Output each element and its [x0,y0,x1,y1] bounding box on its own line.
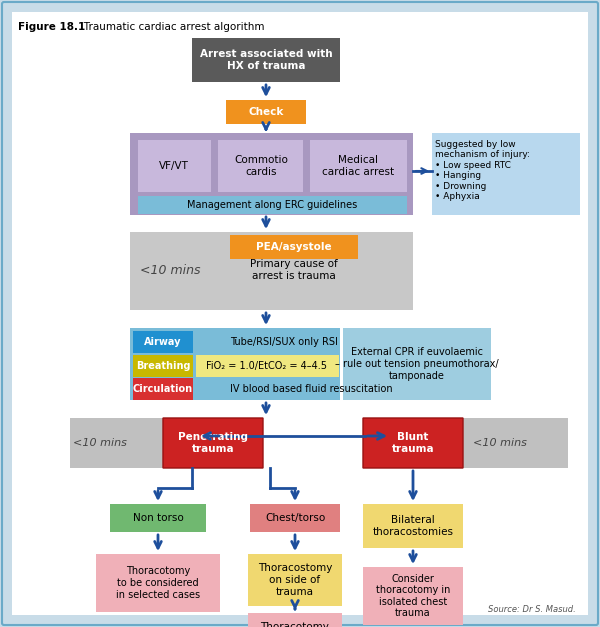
Text: Medical
cardiac arrest: Medical cardiac arrest [322,155,394,177]
Text: Primary cause of
arrest is trauma: Primary cause of arrest is trauma [250,259,338,281]
FancyBboxPatch shape [343,328,491,400]
FancyBboxPatch shape [133,355,193,377]
Text: Non torso: Non torso [133,513,184,523]
FancyBboxPatch shape [96,554,220,612]
Text: <10 mins: <10 mins [73,438,127,448]
FancyBboxPatch shape [432,133,580,215]
Text: Tube/RSI/SUX only RSI: Tube/RSI/SUX only RSI [230,337,338,347]
Text: Management along ERC guidelines: Management along ERC guidelines [187,200,357,210]
Text: FiO₂ = 1.0/EtCO₂ = 4–4.5: FiO₂ = 1.0/EtCO₂ = 4–4.5 [206,361,328,371]
FancyBboxPatch shape [363,418,463,468]
FancyBboxPatch shape [363,567,463,625]
Text: Suggested by low
mechanism of injury:
• Low speed RTC
• Hanging
• Drowning
• Aph: Suggested by low mechanism of injury: • … [435,140,530,201]
FancyBboxPatch shape [310,140,407,192]
Text: Penetrating
trauma: Penetrating trauma [178,432,248,454]
FancyBboxPatch shape [196,355,339,377]
Text: Circulation: Circulation [133,384,193,394]
Text: Bilateral
thoracostomies: Bilateral thoracostomies [373,515,454,537]
Text: Consider
thoracotomy in
isolated chest
trauma: Consider thoracotomy in isolated chest t… [376,574,450,618]
Text: Figure 18.1: Figure 18.1 [18,22,85,32]
FancyBboxPatch shape [138,140,211,192]
FancyBboxPatch shape [130,133,413,215]
Text: Thoracotomy
to be considered
in selected cases: Thoracotomy to be considered in selected… [116,566,200,599]
Text: IV blood based fluid resuscitation: IV blood based fluid resuscitation [230,384,392,394]
FancyBboxPatch shape [363,504,463,548]
FancyBboxPatch shape [130,328,340,400]
FancyBboxPatch shape [218,140,303,192]
Text: Breathing: Breathing [136,361,190,371]
FancyBboxPatch shape [248,613,342,627]
Text: Check: Check [248,107,284,117]
Text: Thoracotomy: Thoracotomy [260,622,329,627]
Text: Blunt
trauma: Blunt trauma [392,432,434,454]
FancyBboxPatch shape [230,235,358,259]
Text: Chest/torso: Chest/torso [265,513,325,523]
Text: External CPR if euvolaemic
– rule out tension pneumothorax/
tamponade: External CPR if euvolaemic – rule out te… [335,347,499,381]
FancyBboxPatch shape [463,418,568,468]
Text: VF/VT: VF/VT [159,161,189,171]
FancyBboxPatch shape [130,232,413,310]
FancyBboxPatch shape [250,504,340,532]
Text: <10 mins: <10 mins [473,438,527,448]
Text: Commotio
cardis: Commotio cardis [234,155,288,177]
FancyBboxPatch shape [133,378,193,400]
FancyBboxPatch shape [138,196,407,214]
Text: Traumatic cardiac arrest algorithm: Traumatic cardiac arrest algorithm [74,22,265,32]
Text: Airway: Airway [144,337,182,347]
Text: Thoracostomy
on side of
trauma: Thoracostomy on side of trauma [258,564,332,597]
FancyBboxPatch shape [110,504,206,532]
FancyBboxPatch shape [70,418,215,468]
FancyBboxPatch shape [163,418,263,468]
Text: Source: Dr S. Masud.: Source: Dr S. Masud. [488,605,576,614]
Text: Arrest associated with
HX of trauma: Arrest associated with HX of trauma [200,49,332,71]
Text: PEA/asystole: PEA/asystole [256,242,332,252]
Text: <10 mins: <10 mins [140,265,200,278]
FancyBboxPatch shape [192,38,340,82]
FancyBboxPatch shape [248,554,342,606]
FancyBboxPatch shape [226,100,306,124]
FancyBboxPatch shape [133,331,193,353]
